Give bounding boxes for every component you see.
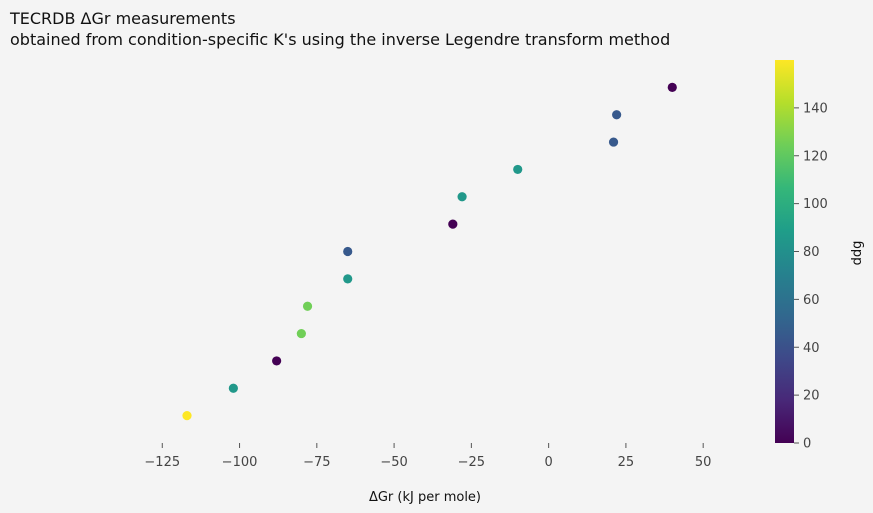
x-tick-label: −100: [222, 455, 258, 470]
scatter-point: [513, 164, 523, 175]
colorbar-tick-label: 60: [803, 293, 820, 308]
x-tick-label: −50: [380, 455, 407, 470]
scatter-point: [612, 110, 622, 120]
scatter-point: [667, 82, 677, 92]
colorbar-gradient: [775, 60, 794, 443]
scatter-point: [608, 137, 619, 147]
x-tick-label: −75: [303, 455, 330, 470]
points-layer: [182, 82, 677, 421]
colorbar-tick-label: 120: [803, 149, 828, 164]
colorbar-tick-label: 100: [803, 197, 828, 212]
x-tick-label: 25: [618, 455, 635, 470]
x-tick-label: 0: [544, 455, 552, 470]
scatter-point: [272, 356, 282, 366]
scatter-point: [302, 301, 313, 311]
scatter-point: [182, 411, 192, 421]
x-tick-label: −25: [458, 455, 485, 470]
colorbar-label: ddg: [850, 241, 865, 266]
x-tick-label: 50: [695, 455, 712, 470]
chart-title-line2: obtained from condition-specific K's usi…: [10, 30, 671, 49]
chart-title-line1: TECRDB ΔGr measurements: [10, 9, 236, 28]
colorbar: 0 20 40 60 80 100 120 140: [775, 60, 828, 452]
scatter-point: [457, 192, 467, 202]
colorbar-tick-label: 40: [803, 341, 820, 356]
x-tick-label: −125: [144, 455, 180, 470]
colorbar-tick-label: 0: [803, 437, 811, 452]
x-axis-label: ΔGr (kJ per mole): [369, 490, 481, 505]
x-axis: −125 −100 −75 −50 −25 0 25 50: [144, 443, 711, 470]
scatter-point: [343, 274, 353, 284]
scatter-point: [343, 246, 353, 257]
colorbar-tick-label: 20: [803, 389, 820, 404]
colorbar-tick-label: 80: [803, 245, 820, 260]
scatter-point: [296, 328, 306, 339]
scatter-point: [448, 219, 458, 229]
chart-title: TECRDB ΔGr measurements obtained from co…: [10, 8, 670, 50]
colorbar-tick-label: 140: [803, 101, 828, 116]
scatter-point: [228, 383, 238, 393]
